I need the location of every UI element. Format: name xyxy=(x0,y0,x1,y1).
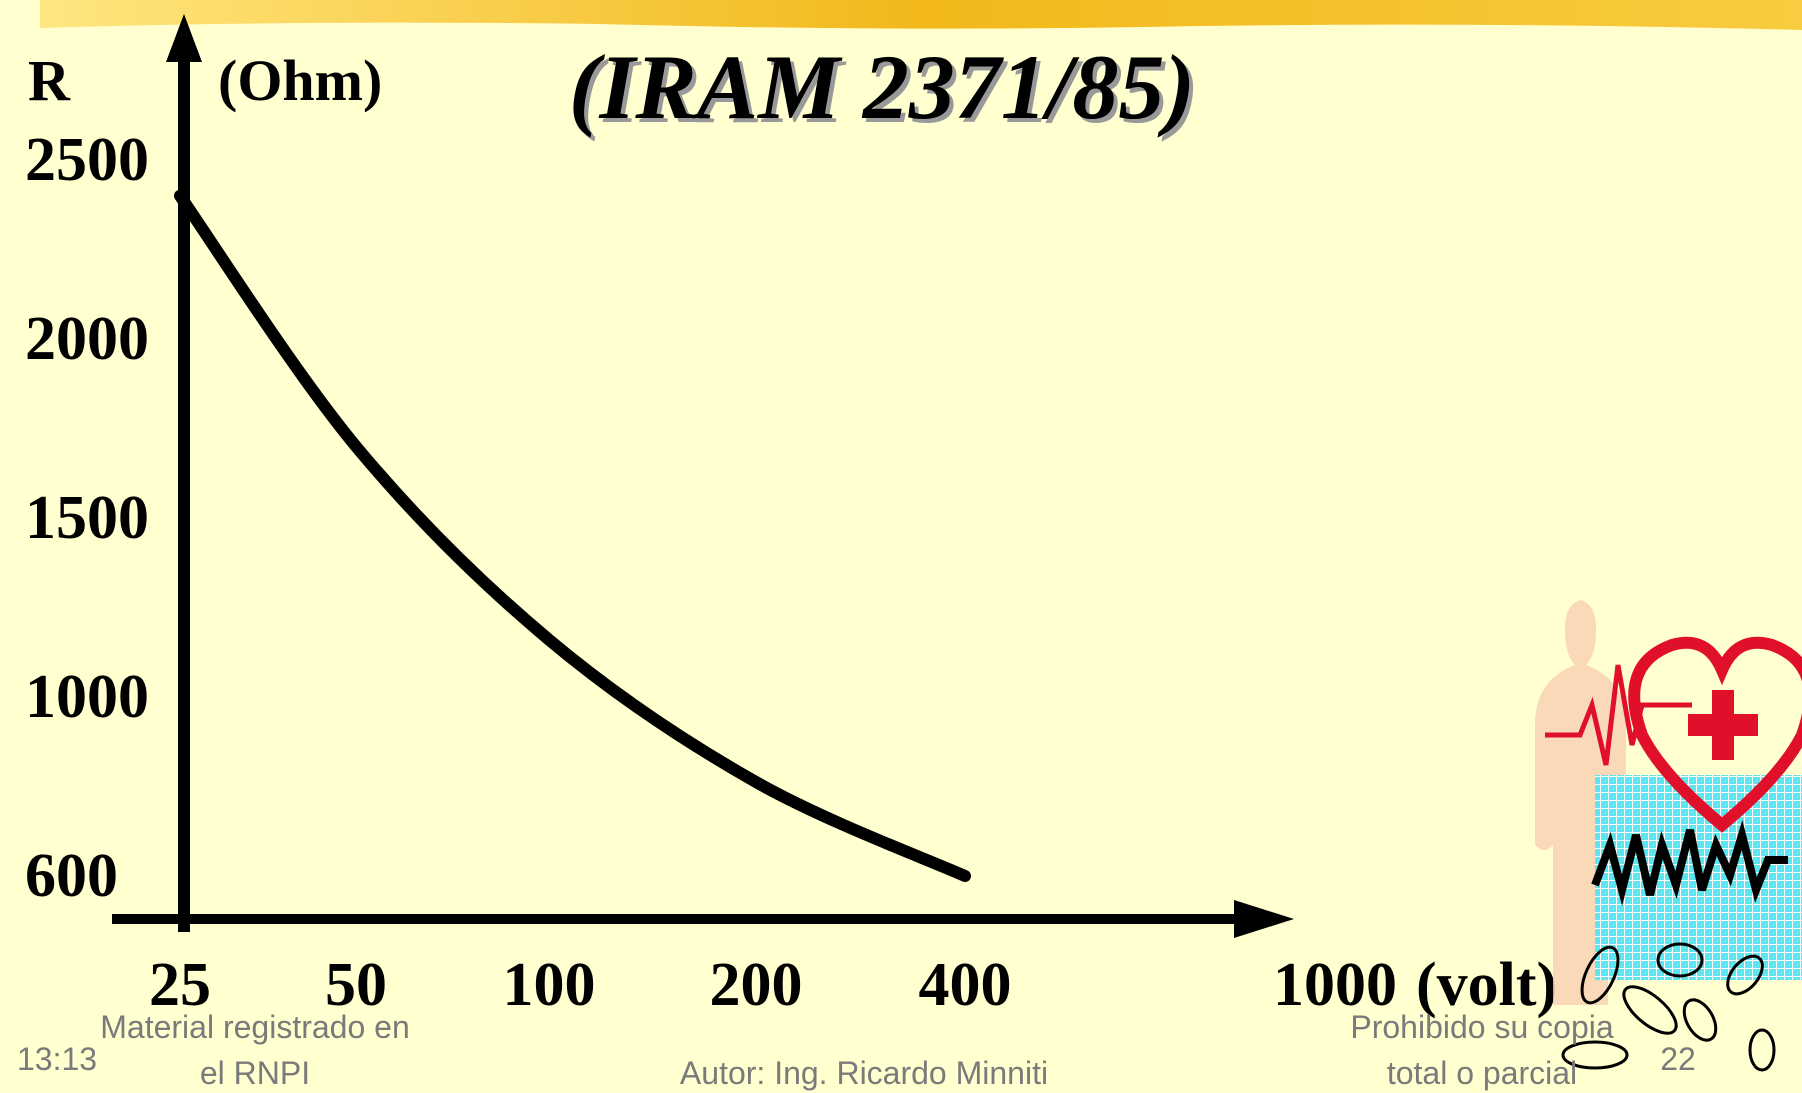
footer-right: total o parcial xyxy=(1387,1055,1577,1091)
footer-page: 22 xyxy=(1660,1041,1696,1077)
slide: (IRAM 2371/85) (IRAM 2371/85) R (Ohm) (v… xyxy=(0,0,1802,1093)
footer-left: el RNPI xyxy=(200,1055,310,1091)
footer-time: 13:13 xyxy=(17,1041,97,1077)
y-axis-unit: (Ohm) xyxy=(218,48,382,113)
x-tick-label: 25 xyxy=(149,951,211,1019)
y-tick-label: 1000 xyxy=(25,663,149,731)
x-tick-label: 400 xyxy=(919,951,1012,1019)
y-tick-label: 2500 xyxy=(25,126,149,194)
y-tick-label: 2000 xyxy=(25,305,149,373)
x-tick-label: 1000 xyxy=(1273,951,1397,1019)
y-axis-label: R xyxy=(28,48,71,113)
x-tick-label: 50 xyxy=(325,951,387,1019)
background xyxy=(0,0,1802,1093)
x-tick-label: 200 xyxy=(710,951,803,1019)
y-tick-label: 1500 xyxy=(25,484,149,552)
y-tick-label: 600 xyxy=(25,842,118,910)
page: (IRAM 2371/85) (IRAM 2371/85) R (Ohm) (v… xyxy=(0,0,1802,1093)
chart-title: (IRAM 2371/85) xyxy=(569,36,1195,138)
footer-center: Autor: Ing. Ricardo Minniti xyxy=(680,1055,1048,1091)
x-tick-label: 100 xyxy=(503,951,596,1019)
